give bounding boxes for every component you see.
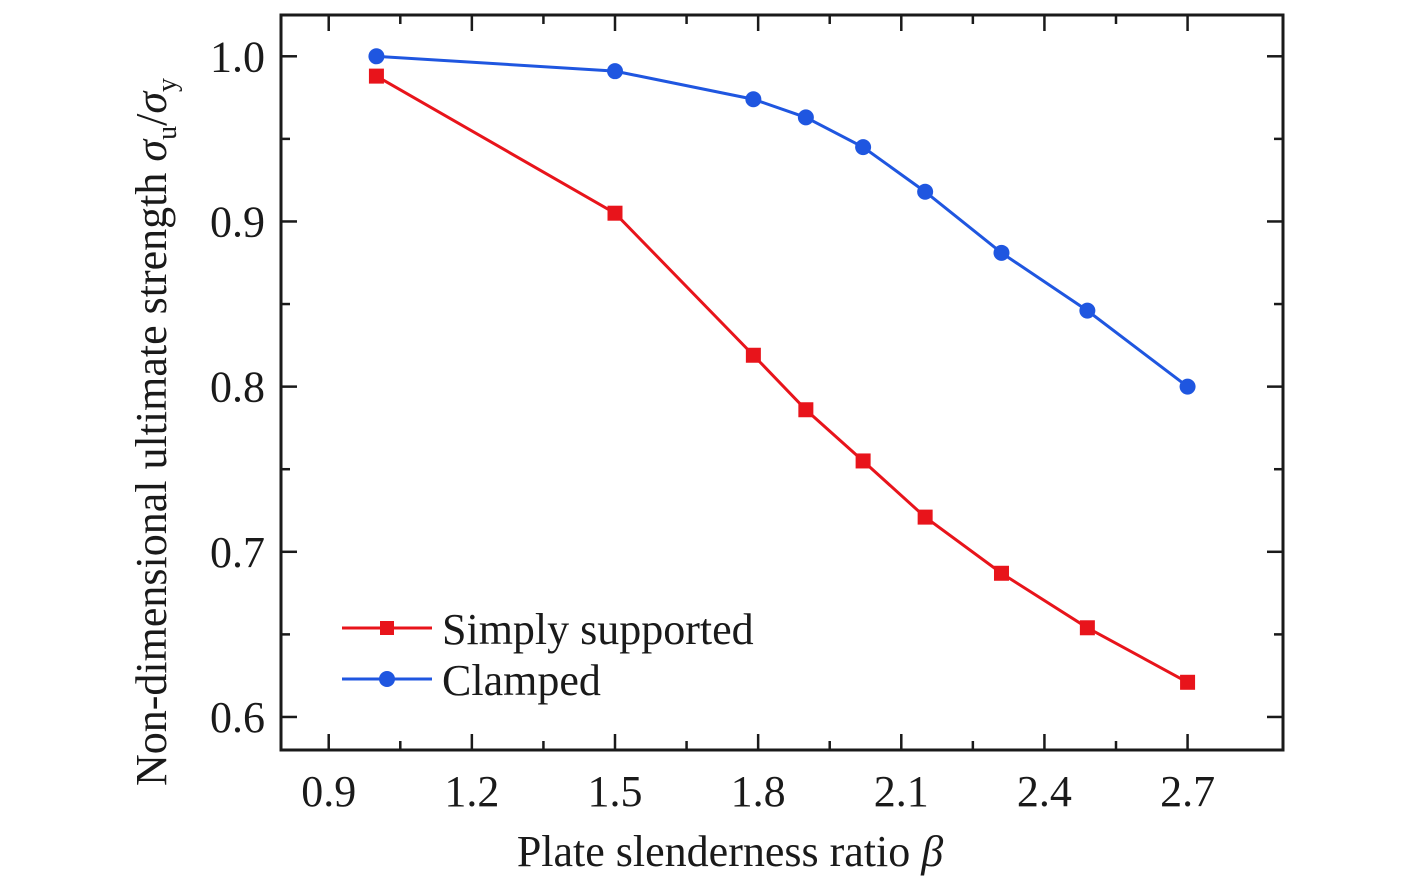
series-layer (368, 48, 1196, 690)
legend: Simply supported Clamped (342, 605, 754, 705)
plot-frame (279, 13, 1285, 752)
legend-marker-circle (379, 671, 395, 687)
data-point-simply-supported (798, 402, 814, 418)
data-point-simply-supported (745, 347, 761, 363)
legend-label-clamped: Clamped (442, 656, 601, 705)
axis-ticks (281, 15, 1283, 750)
series-line-clamped (376, 54, 1189, 388)
data-point-clamped (1179, 378, 1196, 395)
data-point-clamped (797, 109, 814, 126)
subscript-u: u (152, 126, 183, 140)
data-point-clamped (917, 183, 934, 200)
x-tick-label: 1.2 (444, 767, 499, 816)
legend-marker-square (380, 621, 394, 635)
data-point-clamped (607, 63, 623, 80)
slash: / (127, 113, 176, 126)
sigma-symbol-2: σ (127, 90, 176, 114)
y-tick-label: 1.0 (210, 32, 265, 81)
x-axis-title: Plate slenderness ratio β (517, 827, 943, 876)
beta-symbol: β (920, 827, 943, 876)
legend-entry-simply-supported: Simply supported (342, 605, 754, 654)
data-point-clamped (1079, 302, 1096, 319)
data-point-clamped (745, 91, 762, 108)
data-point-simply-supported (1079, 620, 1095, 636)
data-point-clamped (368, 48, 385, 65)
x-tick-label: 2.1 (874, 767, 929, 816)
data-point-simply-supported (607, 205, 623, 221)
x-axis-title-text: Plate slenderness ratio (517, 827, 921, 876)
data-point-simply-supported (993, 565, 1009, 581)
data-point-simply-supported (1180, 674, 1196, 690)
data-point-simply-supported (855, 453, 871, 469)
x-tick-label: 0.9 (301, 767, 356, 816)
x-tick-label: 2.4 (1017, 767, 1072, 816)
x-tick-label: 1.5 (588, 767, 643, 816)
x-tick-label: 1.8 (731, 767, 786, 816)
subscript-y: y (152, 78, 183, 92)
y-tick-label: 0.9 (210, 197, 265, 246)
y-tick-label: 0.8 (210, 363, 265, 412)
data-point-simply-supported (917, 509, 933, 525)
legend-entry-clamped: Clamped (342, 656, 601, 705)
data-point-simply-supported (368, 68, 384, 84)
y-tick-label: 0.7 (210, 528, 265, 577)
data-point-clamped (855, 139, 872, 156)
legend-label-simply-supported: Simply supported (442, 605, 754, 654)
y-tick-labels: 0.6 0.7 0.8 0.9 1.0 (210, 32, 265, 742)
data-point-clamped (993, 244, 1010, 261)
sigma-symbol: σ (127, 138, 176, 162)
x-tick-labels: 0.9 1.2 1.5 1.8 2.1 2.4 2.7 (301, 767, 1215, 816)
x-tick-label: 2.7 (1160, 767, 1215, 816)
y-axis-title: Non-dimensional ultimate strength σu/σy (127, 78, 183, 786)
series-line-simply-supported (375, 74, 1189, 684)
y-tick-label: 0.6 (210, 693, 265, 742)
y-axis-title-text: Non-dimensional ultimate strength (127, 162, 176, 786)
